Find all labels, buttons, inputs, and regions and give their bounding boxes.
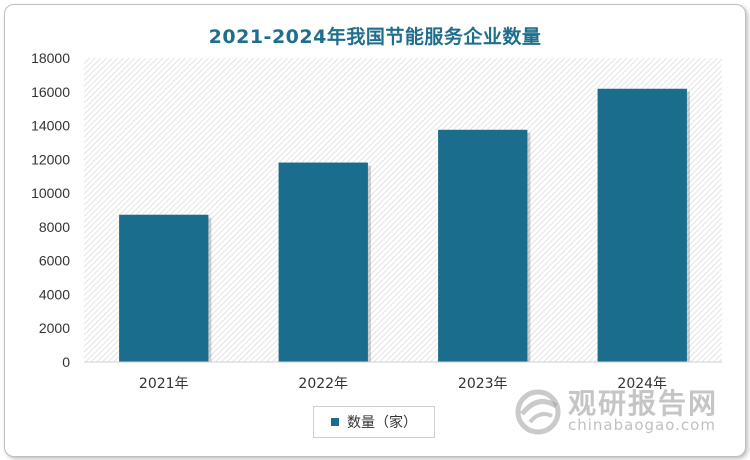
x-tick-label: 2024年: [617, 376, 667, 392]
watermark-logo-icon: [515, 389, 561, 435]
bars-group: [119, 88, 690, 362]
legend-label: 数量（家）: [347, 415, 417, 431]
y-tick-label: 12000: [31, 151, 70, 167]
y-tick-label: 4000: [39, 286, 70, 302]
legend: 数量（家）: [313, 406, 435, 438]
x-tick-label: 2023年: [458, 376, 508, 392]
y-tick-label: 2000: [39, 320, 70, 336]
y-tick-label: 16000: [31, 84, 70, 100]
y-axis: 0 2000 4000 6000 8000 10000 12000 14000 16000 180…: [31, 50, 70, 370]
watermark-brand: 观研报告网: [568, 387, 719, 420]
watermark-url: chinabaogao.com: [568, 416, 716, 434]
bar: [278, 162, 368, 362]
x-axis: 2021年 2022年 2023年 2024年: [139, 376, 667, 392]
watermark: 观研报告网 chinabaogao.com: [508, 380, 738, 440]
y-tick-label: 0: [62, 354, 70, 370]
y-tick-label: 8000: [39, 219, 70, 235]
bar: [597, 88, 687, 362]
y-tick-label: 18000: [31, 50, 70, 66]
y-tick-label: 6000: [39, 253, 70, 269]
x-tick-label: 2022年: [298, 376, 348, 392]
y-tick-label: 10000: [31, 185, 70, 201]
y-tick-label: 14000: [31, 118, 70, 134]
bar: [438, 129, 528, 362]
chart-title: 2021-2024年我国节能服务企业数量: [208, 26, 542, 48]
bar: [119, 214, 209, 362]
legend-swatch: [331, 418, 339, 426]
x-tick-label: 2021年: [139, 376, 189, 392]
